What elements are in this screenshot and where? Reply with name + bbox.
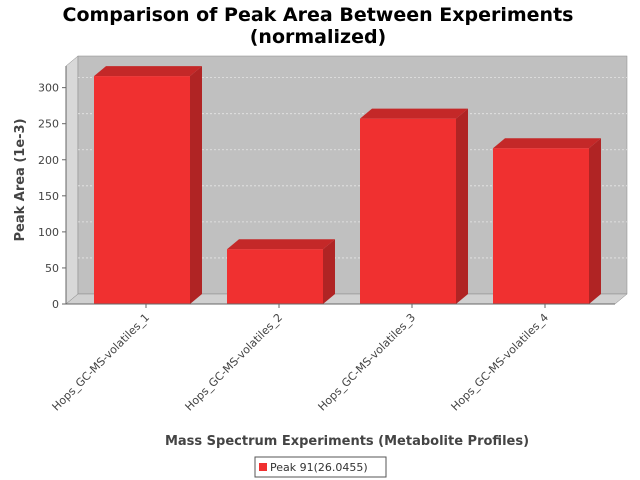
legend: Peak 91(26.0455) xyxy=(254,456,387,478)
x-tick-label: Hops_GC-MS-volatiles_3 xyxy=(316,311,419,414)
bar xyxy=(493,138,601,304)
y-tick-label: 150 xyxy=(38,190,59,203)
x-tick-label: Hops_GC-MS-volatiles_2 xyxy=(183,311,286,414)
x-tick-label: Hops_GC-MS-volatiles_4 xyxy=(449,311,552,414)
bar-front xyxy=(94,76,190,304)
bar xyxy=(360,108,468,304)
bar-front xyxy=(227,249,323,304)
plot-left-wall xyxy=(65,55,79,305)
y-tick-label: 200 xyxy=(38,154,59,167)
x-tick-label: Hops_GC-MS-volatiles_1 xyxy=(50,311,153,414)
bar-side xyxy=(456,108,468,304)
bars xyxy=(94,66,601,304)
bar-top xyxy=(94,66,202,77)
y-tick-label: 250 xyxy=(38,118,59,131)
bar-front xyxy=(360,118,456,304)
bar-front xyxy=(493,148,589,304)
bar xyxy=(227,239,335,304)
y-tick-label: 300 xyxy=(38,82,59,95)
bar-top xyxy=(493,138,601,149)
legend-swatch xyxy=(259,463,267,471)
y-axis-label: Peak Area (1e-3) xyxy=(13,118,28,241)
y-axis: 0 50 100 150 200 250 300 xyxy=(38,66,67,311)
bar-side xyxy=(323,239,335,304)
legend-box xyxy=(254,456,387,478)
bar xyxy=(94,66,202,304)
bar-top xyxy=(360,108,468,119)
bar-side xyxy=(589,138,601,304)
bar-side xyxy=(190,66,202,304)
y-tick-label: 0 xyxy=(52,298,59,311)
y-tick-label: 50 xyxy=(45,262,59,275)
legend-entry-label: Peak 91(26.0455) xyxy=(270,461,368,474)
chart-title-line1: Comparison of Peak Area Between Experime… xyxy=(63,4,574,26)
chart-title-line2: (normalized) xyxy=(250,26,387,48)
x-axis-label: Mass Spectrum Experiments (Metabolite Pr… xyxy=(165,434,529,449)
bar-top xyxy=(227,239,335,250)
x-axis: Hops_GC-MS-volatiles_1 Hops_GC-MS-volatil… xyxy=(50,303,615,414)
y-tick-label: 100 xyxy=(38,226,59,239)
